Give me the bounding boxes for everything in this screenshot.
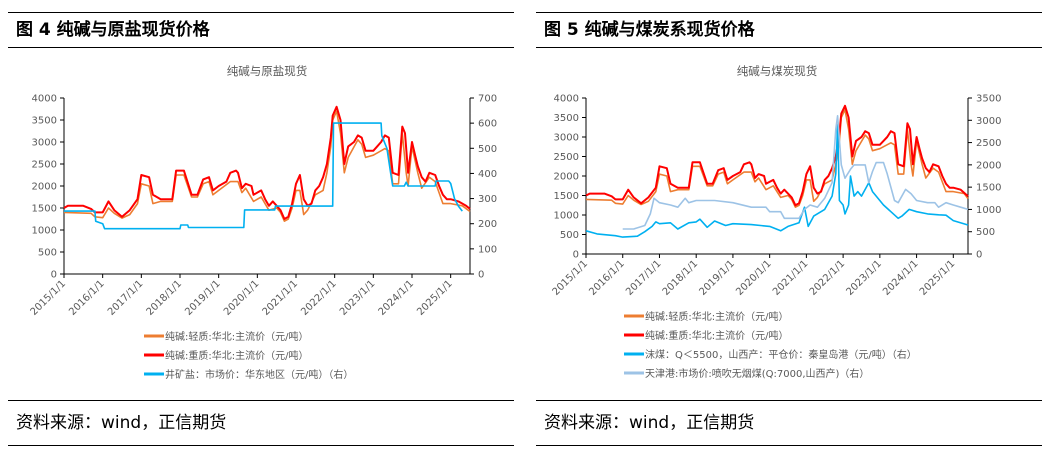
y2-tick-label: 100	[478, 244, 497, 255]
y2-tick-label: 400	[478, 169, 497, 180]
x-tick-label: 2024/1/1	[881, 258, 921, 298]
y2-tick-label: 1000	[976, 205, 1001, 216]
chart-title: 纯碱与煤炭现货	[737, 64, 818, 78]
x-tick-label: 2019/1/1	[698, 258, 738, 298]
legend-label: 沫煤：Q＜5500，山西产：平仓价：秦皇岛港（元/吨）（右）	[645, 348, 917, 361]
soda-coal-chart: 纯碱与煤炭现货 0 500 1000 1500 2000 2500 3000 3500 4000 0…	[551, 64, 1002, 380]
y-tick-label: 3500	[32, 116, 57, 127]
soda-salt-chart: 纯碱与原盐现货 0 500 1000 1500 2000 2500 3000 3500 4000 0…	[29, 64, 498, 381]
y-tick-label: 3000	[554, 133, 579, 144]
y2-tick-label: 500	[478, 144, 497, 155]
y2-tick-label: 3000	[976, 116, 1001, 127]
y-tick-label: 2000	[554, 172, 579, 183]
legend-label: 井矿盐：市场价：华东地区（元/吨）（右）	[165, 368, 353, 381]
y-tick-label: 1500	[554, 191, 579, 202]
series-line-2	[585, 123, 969, 238]
series-line-1	[63, 105, 471, 220]
x-tick-label: 2019/1/1	[183, 278, 223, 318]
x-tick-label: 2023/1/1	[338, 278, 378, 318]
x-tick-label: 2020/1/1	[222, 278, 262, 318]
source-note: 资料来源：wind，正信期货	[536, 400, 1042, 446]
x-tick-label: 2022/1/1	[808, 258, 848, 298]
series-line-1	[585, 104, 969, 207]
x-tick-label: 2022/1/1	[299, 278, 339, 318]
y2-tick-label: 2000	[976, 160, 1001, 171]
x-tick-label: 2017/1/1	[624, 258, 664, 298]
y-tick-label: 3000	[32, 138, 57, 149]
y-tick-label: 0	[51, 270, 57, 281]
y-tick-label: 2000	[32, 182, 57, 193]
legend-label: 天津港:市场价:喷吹无烟煤(Q:7000,山西产)（右）	[645, 367, 869, 380]
y-tick-label: 3500	[554, 113, 579, 124]
source-note: 资料来源：wind，正信期货	[8, 400, 514, 446]
x-tick-label: 2020/1/1	[734, 258, 774, 298]
y-tick-label: 500	[560, 230, 579, 241]
x-tick-label: 2015/1/1	[551, 258, 591, 298]
y-tick-label: 500	[38, 248, 57, 259]
y2-tick-label: 700	[478, 94, 497, 105]
y2-tick-label: 2500	[976, 138, 1001, 149]
x-tick-label: 2015/1/1	[29, 278, 69, 318]
x-tick-label: 2016/1/1	[587, 258, 627, 298]
y-tick-label: 2500	[32, 160, 57, 171]
figure-4-panel: 图 4 纯碱与原盐现货价格 纯碱与原盐现货 0 500 1000 1500 2000 250…	[8, 0, 514, 452]
y-tick-label: 1000	[32, 226, 57, 237]
y2-tick-label: 1500	[976, 183, 1001, 194]
x-tick-label: 2025/1/1	[918, 258, 958, 298]
figure-5-panel: 图 5 纯碱与煤炭系现货价格 纯碱与煤炭现货 0 500 1000 1500 2000 25…	[536, 0, 1042, 452]
y2-tick-label: 600	[478, 119, 497, 130]
x-tick-label: 2021/1/1	[771, 258, 811, 298]
x-tick-label: 2023/1/1	[844, 258, 884, 298]
legend-label: 纯碱:轻质:华北:主流价（元/吨）	[645, 310, 788, 323]
figure-heading: 图 4 纯碱与原盐现货价格	[8, 12, 514, 48]
y-tick-label: 1500	[32, 204, 57, 215]
legend-label: 纯碱:重质:华北:主流价（元/吨）	[645, 329, 788, 342]
x-tick-label: 2016/1/1	[67, 278, 107, 318]
x-tick-label: 2018/1/1	[145, 278, 185, 318]
x-tick-label: 2018/1/1	[661, 258, 701, 298]
legend-label: 纯碱:轻质:华北:主流价（元/吨）	[165, 330, 308, 343]
y-tick-label: 4000	[554, 94, 579, 105]
x-tick-label: 2025/1/1	[415, 278, 455, 318]
series-line-2	[64, 122, 463, 230]
y2-tick-label: 3500	[976, 94, 1001, 105]
x-tick-label: 2017/1/1	[106, 278, 146, 318]
series-line-3	[622, 115, 969, 230]
y-tick-label: 0	[573, 250, 579, 261]
y2-tick-label: 500	[976, 227, 995, 238]
legend-label: 纯碱:重质:华北:主流价（元/吨）	[165, 349, 308, 362]
x-tick-label: 2021/1/1	[261, 278, 301, 318]
chart-title: 纯碱与原盐现货	[227, 64, 308, 78]
y-tick-label: 4000	[32, 94, 57, 105]
y2-tick-label: 200	[478, 219, 497, 230]
x-tick-label: 2024/1/1	[377, 278, 417, 318]
y-tick-label: 2500	[554, 152, 579, 163]
y2-tick-label: 0	[478, 270, 484, 281]
y2-tick-label: 0	[976, 250, 982, 261]
figure-heading: 图 5 纯碱与煤炭系现货价格	[536, 12, 1042, 48]
y-tick-label: 1000	[554, 211, 579, 222]
y2-tick-label: 300	[478, 194, 497, 205]
